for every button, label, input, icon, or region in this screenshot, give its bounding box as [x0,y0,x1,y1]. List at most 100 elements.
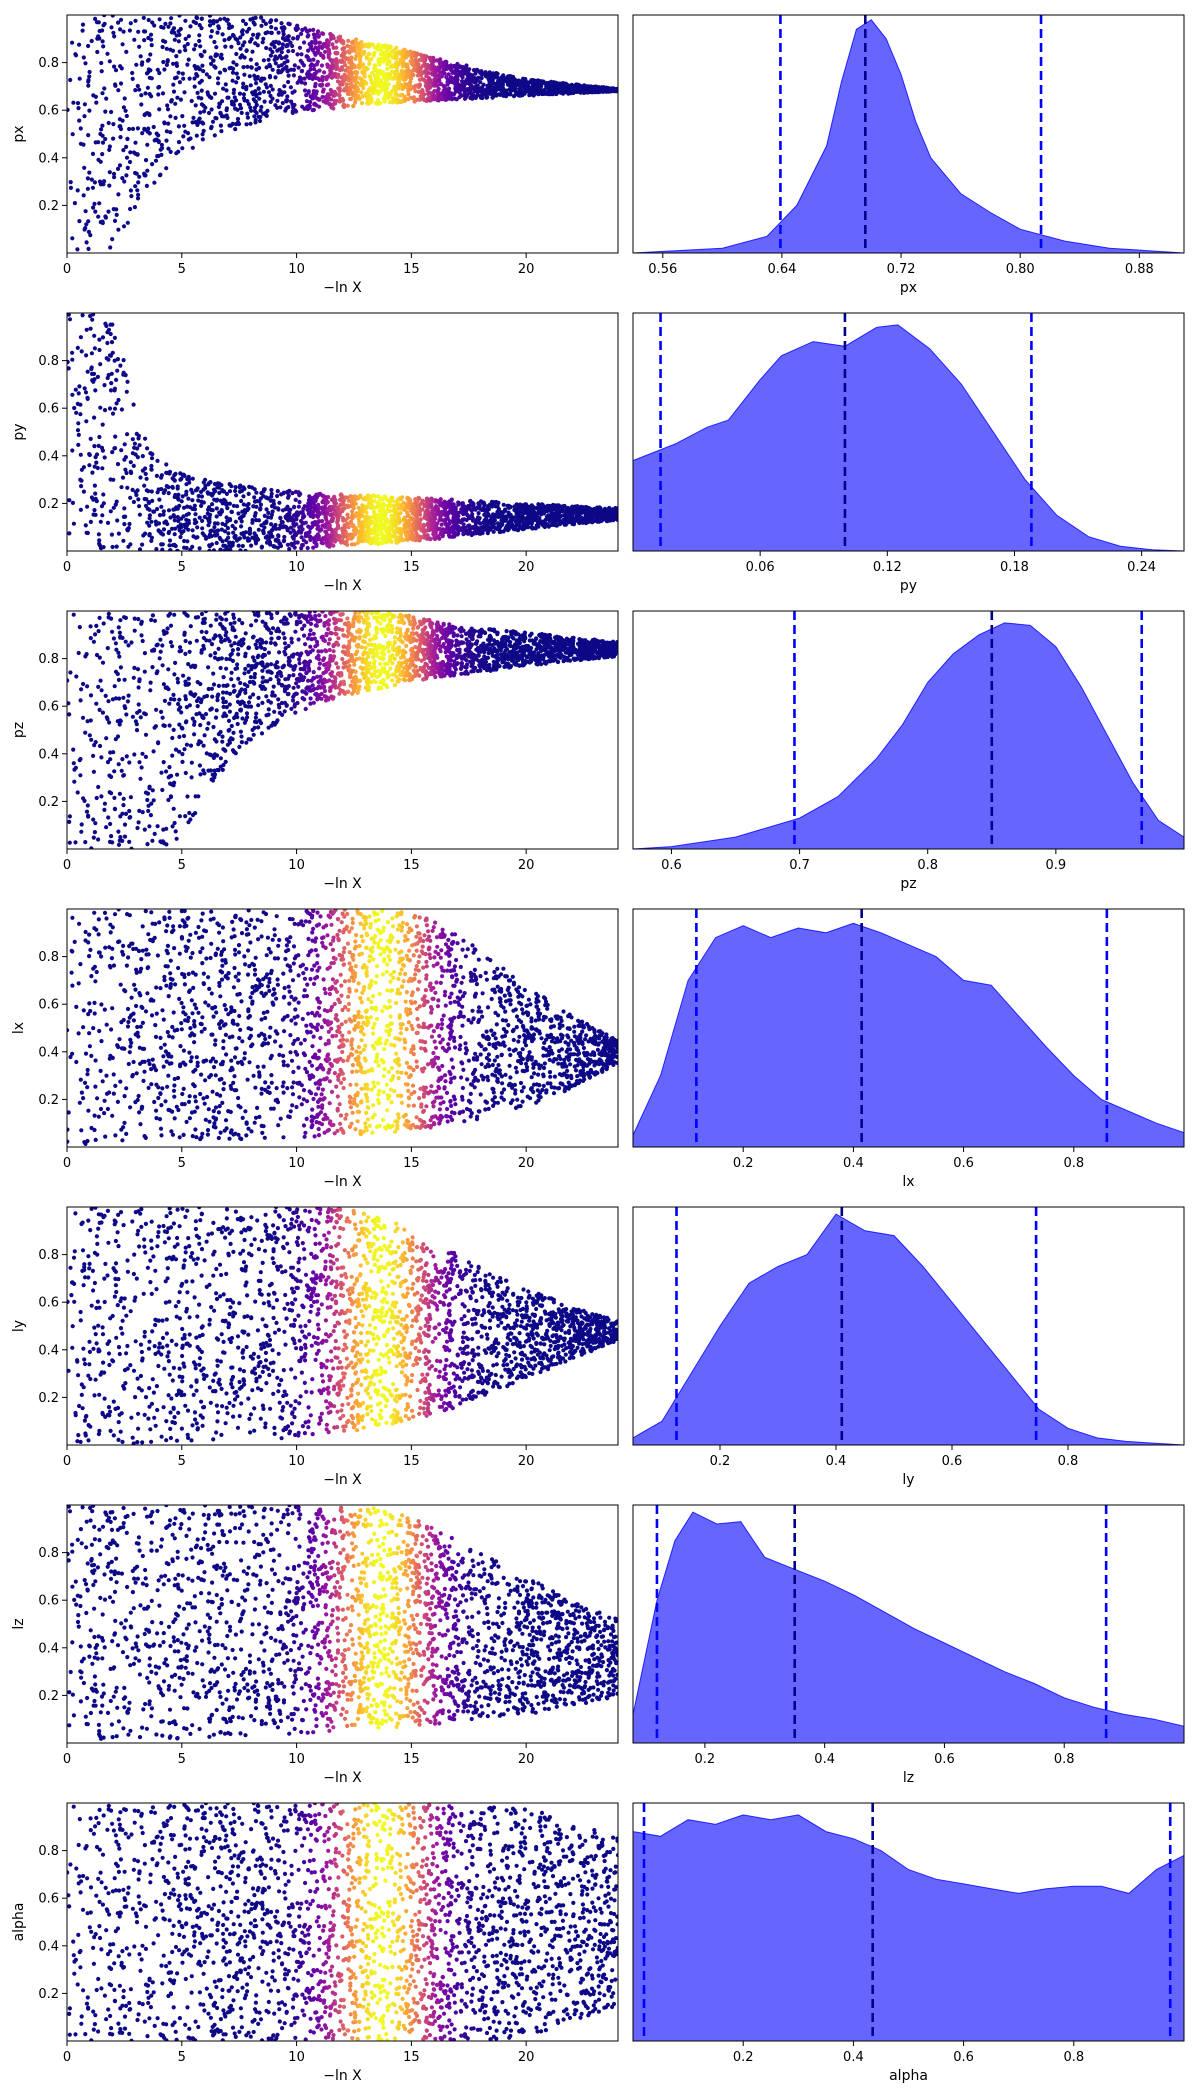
scatter-point [173,115,178,120]
scatter-point [556,503,561,508]
scatter-point [207,15,213,18]
scatter-point [375,494,380,499]
scatter-point [491,529,496,534]
scatter-point [542,522,548,527]
scatter-point [104,96,109,101]
scatter-point [356,505,361,510]
scatter-point [339,59,344,64]
scatter-point [288,40,293,45]
scatter-point [183,36,188,42]
scatter-point [154,137,159,142]
scatter-point [217,70,223,75]
scatter-point [382,502,387,508]
scatter-point [154,522,159,527]
scatter-point [124,113,129,119]
scatter-point [81,465,86,470]
scatter-point [248,121,253,126]
scatter-point [261,36,266,41]
scatter-point [230,70,236,75]
scatter-point [302,40,307,45]
scatter-point [137,44,142,49]
scatter-point [367,51,372,57]
scatter-point [422,502,427,507]
scatter-point [275,98,280,103]
scatter-point [166,530,171,536]
scatter-point [286,105,291,110]
scatter-point [331,102,336,107]
scatter-point [240,543,245,549]
scatter-point [406,88,411,94]
scatter-point [314,62,319,67]
scatter-point [174,75,179,80]
scatter-point [136,180,141,185]
scatter-point [176,140,182,145]
scatter-point [127,159,133,165]
scatter-point [121,538,126,543]
scatter-point [118,135,123,140]
scatter-point [191,115,196,120]
scatter-point [212,39,217,45]
scatter-point [300,104,305,109]
scatter-point [263,112,268,117]
scatter-point [164,166,169,171]
scatter-point [437,526,443,531]
scatter-point [224,88,229,93]
scatter-point [479,71,484,76]
scatter-point [182,90,187,95]
scatter-point [455,85,460,90]
scatter-point [241,494,246,499]
scatter-point [257,91,262,96]
scatter-point [374,536,379,542]
scatter-point [100,133,105,138]
scatter-point [82,102,87,107]
scatter-point [403,506,408,512]
scatter-point [345,89,350,94]
scatter-point [224,106,229,111]
scatter-point [82,114,87,119]
scatter-point [398,506,403,511]
scatter-point [288,85,293,90]
scatter-point [82,165,87,170]
scatter-point [144,488,149,493]
scatter-point [201,121,206,126]
scatter-point [164,462,169,467]
scatter-point [159,473,164,478]
scatter-point [423,510,428,515]
scatter-point [124,389,129,394]
scatter-point [432,65,437,70]
scatter-point [355,42,360,47]
scatter-point [109,381,114,386]
scatter-point [99,445,105,450]
scatter-point [83,390,89,395]
scatter-point [171,61,176,66]
scatter-point [359,101,365,106]
scatter-point [427,65,432,70]
scatter-point [414,58,419,63]
scatter-point [224,113,229,118]
scatter-point [486,507,491,512]
scatter-point [224,18,229,23]
scatter-point [197,546,202,551]
scatter-point [424,85,429,90]
scatter-point [340,499,345,504]
scatter-point [92,346,97,351]
scatter-point [226,22,231,27]
scatter-point [328,97,334,102]
scatter-point [145,168,150,173]
scatter-point [86,229,91,234]
scatter-point [301,512,306,517]
scatter-point [244,122,249,127]
scatter-point [386,499,391,504]
scatter-point [236,41,241,46]
scatter-point [231,66,236,71]
scatter-point [384,509,389,514]
scatter-point [317,104,322,109]
scatter-point [76,421,81,426]
scatter-point [213,52,219,57]
scatter-point [346,49,351,54]
scatter-point [193,20,198,26]
scatter-point [403,55,409,60]
scatter-point [311,32,316,37]
scatter-point [371,529,376,535]
scatter-point [197,66,202,71]
